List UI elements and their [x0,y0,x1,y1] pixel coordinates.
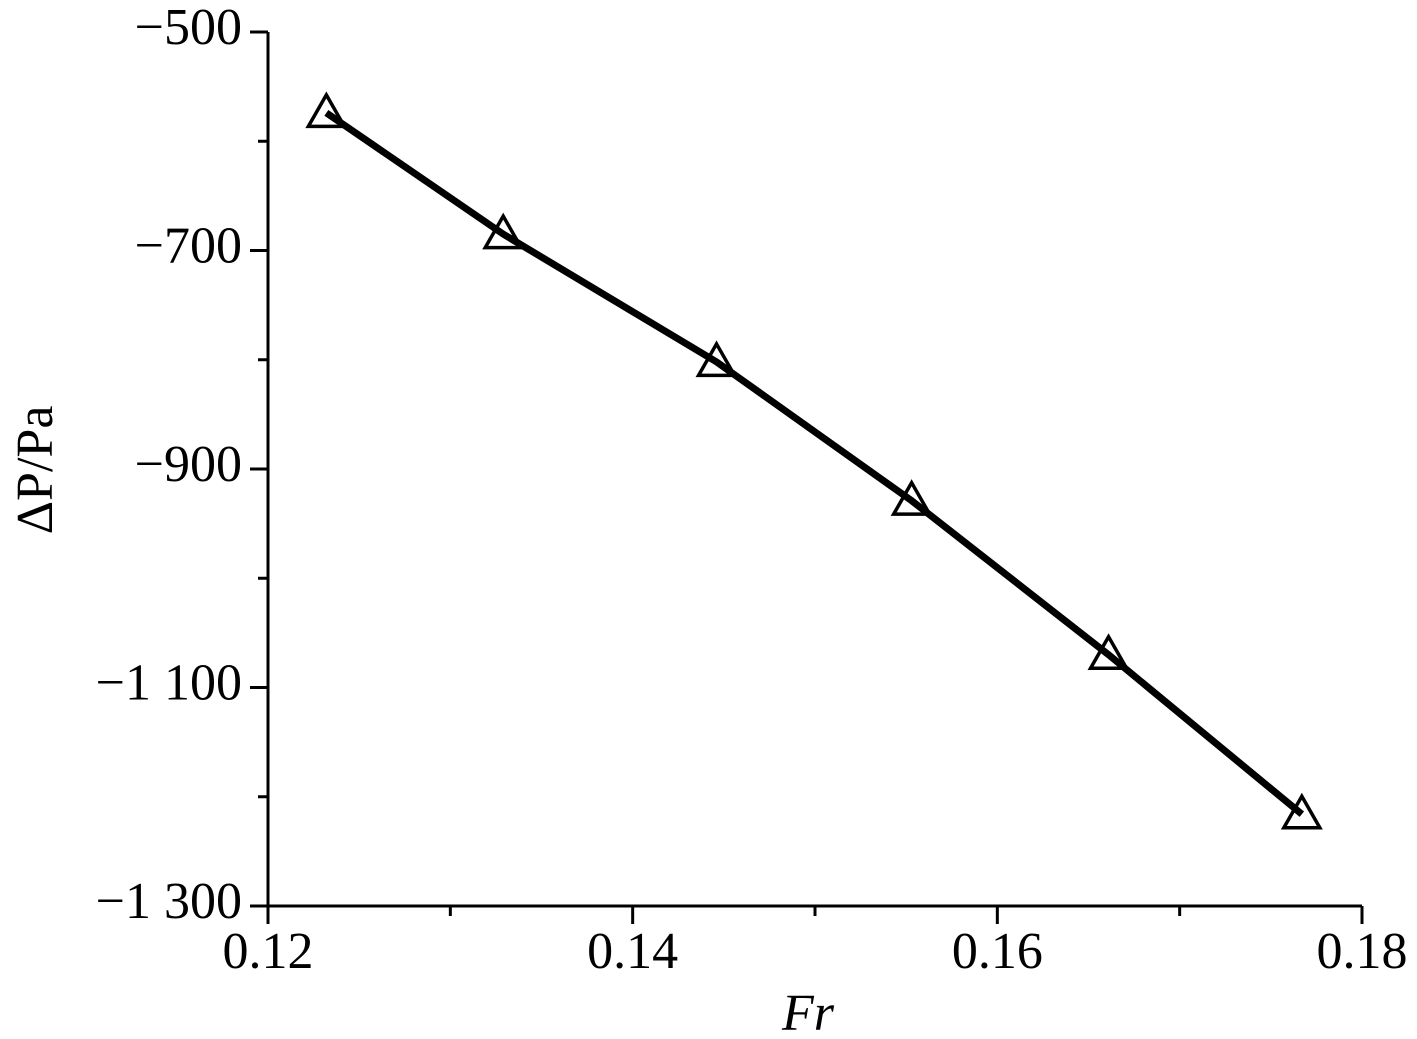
data-point [890,479,933,516]
x-tick-label: 0.18 [1317,923,1408,980]
y-tick-label: −700 [135,217,242,274]
x-tick-label: 0.16 [952,923,1043,980]
y-axis-label: ΔP/Pa [7,406,64,535]
data-line [324,109,1305,817]
data-point [1087,633,1130,670]
data-point [1280,792,1323,830]
data-point [482,212,525,250]
y-tick-label: −900 [135,436,242,493]
y-tick-label: −500 [135,0,242,56]
y-tick-label: −1 300 [96,873,242,930]
x-tick-label: 0.12 [223,923,314,980]
x-tick-label: 0.14 [587,923,678,980]
y-tick-label: −1 100 [96,654,242,711]
x-axis-label: Fr [781,985,835,1039]
data-point [695,340,738,378]
data-point [305,91,348,129]
